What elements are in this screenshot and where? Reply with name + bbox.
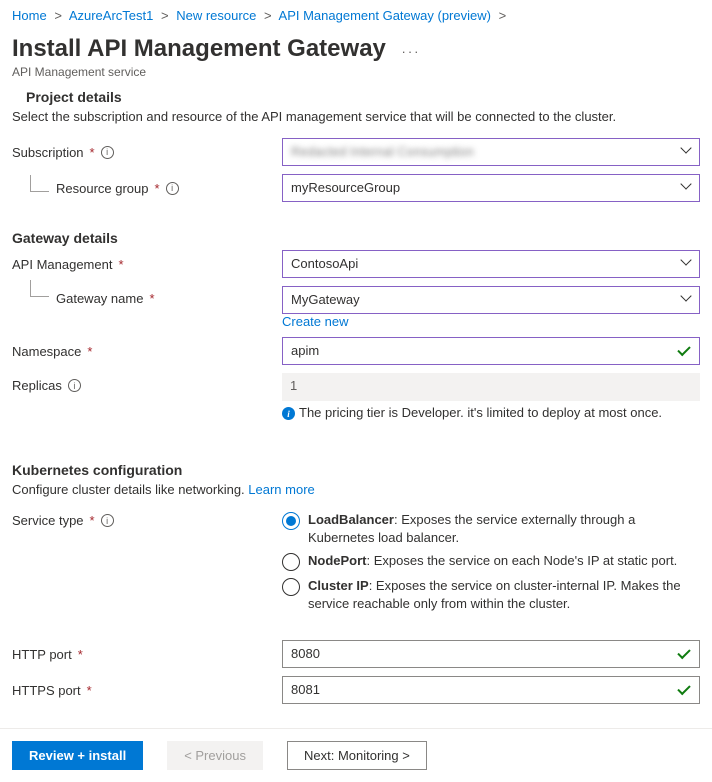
replicas-label: Replicas i (12, 373, 282, 393)
review-install-button[interactable]: Review + install (12, 741, 143, 770)
breadcrumb-arc[interactable]: AzureArcTest1 (69, 8, 154, 23)
api-management-label: API Management* (12, 257, 282, 272)
footer-divider (0, 728, 712, 729)
info-icon[interactable]: i (101, 514, 114, 527)
breadcrumb-home[interactable]: Home (12, 8, 47, 23)
previous-button[interactable]: < Previous (167, 741, 263, 770)
replicas-hint: i The pricing tier is Developer. it's li… (282, 405, 700, 420)
chevron-right-icon: > (161, 8, 169, 23)
chevron-right-icon: > (54, 8, 62, 23)
k8s-config-heading: Kubernetes configuration (12, 462, 700, 478)
more-icon[interactable]: ··· (402, 44, 421, 59)
gateway-name-label: Gateway name* (12, 286, 282, 306)
subscription-select[interactable]: Redacted Internal Consumption (282, 138, 700, 166)
create-new-link[interactable]: Create new (282, 314, 348, 329)
resource-group-select[interactable]: myResourceGroup (282, 174, 700, 202)
chevron-right-icon: > (499, 8, 507, 23)
namespace-input[interactable]: apim (282, 337, 700, 365)
project-details-description: Select the subscription and resource of … (12, 109, 700, 124)
http-port-input[interactable]: 8080 (282, 640, 700, 668)
https-port-label: HTTPS port* (12, 683, 282, 698)
service-type-clusterip[interactable]: Cluster IP: Exposes the service on clust… (282, 577, 700, 612)
subscription-label: Subscription* i (12, 145, 282, 160)
service-type-loadbalancer[interactable]: LoadBalancer: Exposes the service extern… (282, 511, 700, 546)
learn-more-link[interactable]: Learn more (248, 482, 314, 497)
info-icon[interactable]: i (68, 379, 81, 392)
info-filled-icon: i (282, 407, 295, 420)
gateway-details-heading: Gateway details (12, 230, 700, 246)
page-subtitle: API Management service (12, 65, 700, 79)
http-port-label: HTTP port* (12, 647, 282, 662)
resource-group-label: Resource group* i (12, 181, 282, 196)
info-icon[interactable]: i (166, 182, 179, 195)
page-title: Install API Management Gateway (12, 35, 386, 63)
https-port-input[interactable]: 8081 (282, 676, 700, 704)
service-type-label: Service type* i (12, 511, 282, 528)
chevron-right-icon: > (264, 8, 272, 23)
gateway-name-select[interactable]: MyGateway (282, 286, 700, 314)
api-management-select[interactable]: ContosoApi (282, 250, 700, 278)
k8s-config-description: Configure cluster details like networkin… (12, 482, 700, 497)
radio-icon (282, 553, 300, 571)
breadcrumb-new-resource[interactable]: New resource (176, 8, 256, 23)
replicas-readonly: 1 (282, 373, 700, 401)
wizard-footer: Review + install < Previous Next: Monito… (12, 737, 700, 782)
breadcrumb-apim-gateway[interactable]: API Management Gateway (preview) (279, 8, 491, 23)
project-details-heading: Project details (26, 89, 700, 105)
breadcrumb: Home > AzureArcTest1 > New resource > AP… (12, 8, 700, 23)
info-icon[interactable]: i (101, 146, 114, 159)
namespace-label: Namespace* (12, 344, 282, 359)
service-type-nodeport[interactable]: NodePort: Exposes the service on each No… (282, 552, 700, 571)
next-button[interactable]: Next: Monitoring > (287, 741, 427, 770)
radio-icon (282, 578, 300, 596)
radio-icon (282, 512, 300, 530)
